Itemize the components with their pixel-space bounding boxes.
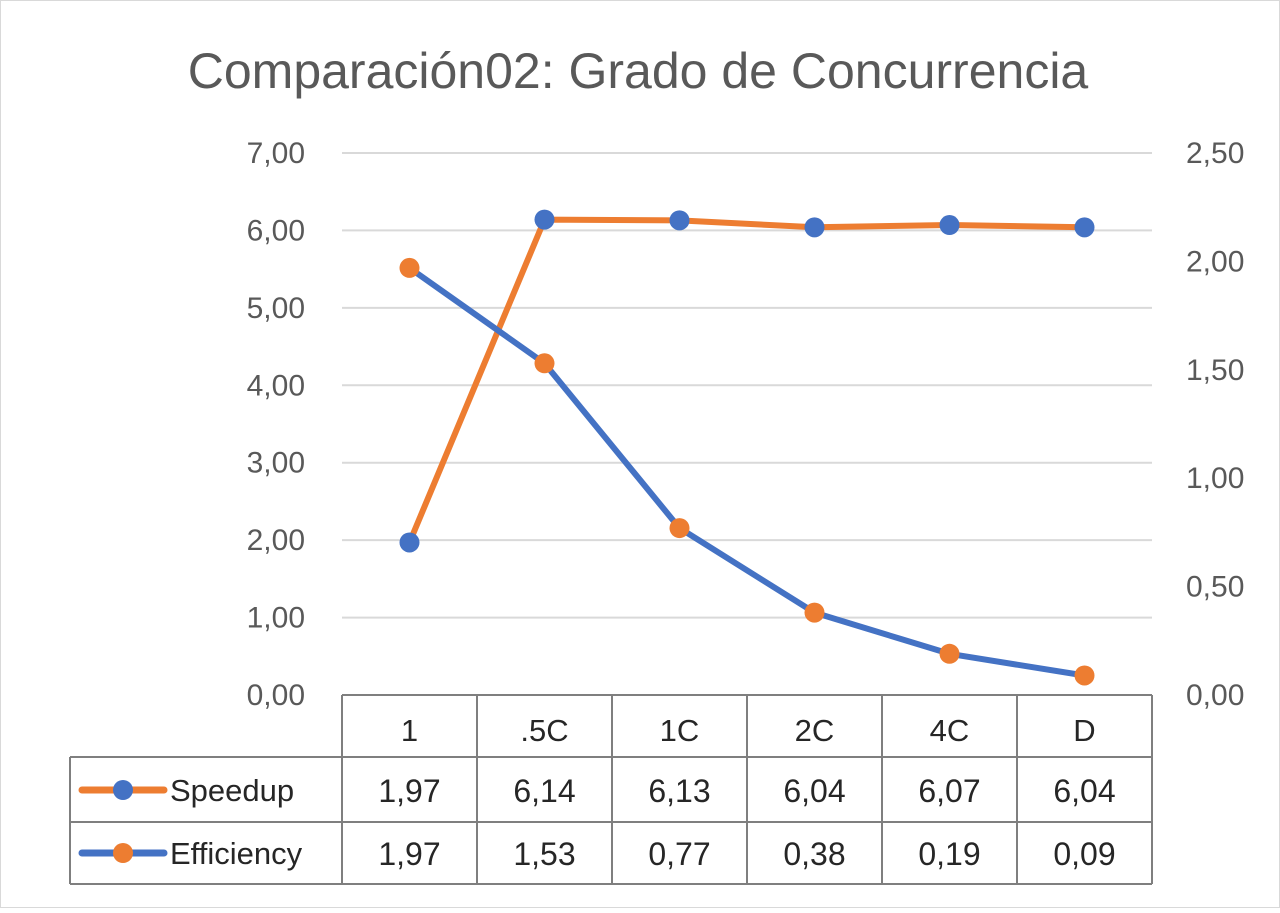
data-point xyxy=(1074,665,1095,686)
data-table-value: 6,04 xyxy=(783,773,845,809)
left-axis-tick-label: 6,00 xyxy=(247,214,305,247)
data-table-value: 6,04 xyxy=(1053,773,1115,809)
data-point xyxy=(669,210,690,231)
right-axis-tick-label: 1,50 xyxy=(1186,354,1244,387)
right-axis-tick-label: 2,50 xyxy=(1186,137,1244,170)
legend-key-marker xyxy=(113,843,133,863)
data-point xyxy=(804,217,825,238)
data-table-value: 6,14 xyxy=(513,773,575,809)
category-label: 2C xyxy=(795,713,835,748)
category-label: .5C xyxy=(520,713,568,748)
series-line xyxy=(406,264,1088,679)
legend-key-marker xyxy=(113,780,133,800)
left-axis-tick-label: 3,00 xyxy=(247,447,305,480)
category-label: D xyxy=(1073,713,1095,748)
left-axis: 0,00 1,00 2,00 3,00 4,00 5,00 6,00 7,00 xyxy=(247,137,305,712)
right-axis-tick-label: 0,50 xyxy=(1186,571,1244,604)
data-point xyxy=(939,215,960,236)
left-axis-tick-label: 1,00 xyxy=(247,602,305,635)
left-axis-tick-label: 4,00 xyxy=(247,369,305,402)
data-point xyxy=(399,257,420,278)
data-point xyxy=(534,353,555,374)
legend-series-name: Efficiency xyxy=(170,836,303,871)
left-axis-tick-label: 2,00 xyxy=(247,524,305,557)
data-table-value: 0,38 xyxy=(783,836,845,872)
left-axis-tick-label: 5,00 xyxy=(247,292,305,325)
right-axis-tick-label: 2,00 xyxy=(1186,245,1244,278)
data-point xyxy=(534,209,555,230)
right-axis-tick-label: 1,00 xyxy=(1186,462,1244,495)
series-line xyxy=(406,216,1088,546)
data-table-value: 1,97 xyxy=(378,773,440,809)
data-point xyxy=(399,532,420,553)
left-axis-tick-label: 7,00 xyxy=(247,137,305,170)
data-point xyxy=(1074,217,1095,238)
data-point xyxy=(669,518,690,539)
data-table-value: 6,13 xyxy=(648,773,710,809)
right-axis: 0,00 0,50 1,00 1,50 2,00 2,50 xyxy=(1186,137,1244,712)
category-label: 1C xyxy=(660,713,700,748)
data-table-value: 0,09 xyxy=(1053,836,1115,872)
data-table-value: 0,77 xyxy=(648,836,710,872)
series-layer xyxy=(399,209,1095,686)
data-table: 1 .5C 1C 2C 4C D Speedup 1,97 6,14 6,13 6,04 6,07 6,… xyxy=(69,694,1153,885)
data-table-value: 0,19 xyxy=(918,836,980,872)
chart-title: Comparación02: Grado de Concurrencia xyxy=(188,43,1089,99)
data-point xyxy=(804,602,825,623)
category-label: 4C xyxy=(930,713,970,748)
legend-series-name: Speedup xyxy=(170,773,294,808)
data-table-value: 1,97 xyxy=(378,836,440,872)
data-table-value: 1,53 xyxy=(513,836,575,872)
category-label: 1 xyxy=(401,713,418,748)
left-axis-tick-label: 0,00 xyxy=(247,679,305,712)
right-axis-tick-label: 0,00 xyxy=(1186,679,1244,712)
data-table-value: 6,07 xyxy=(918,773,980,809)
data-point xyxy=(939,643,960,664)
